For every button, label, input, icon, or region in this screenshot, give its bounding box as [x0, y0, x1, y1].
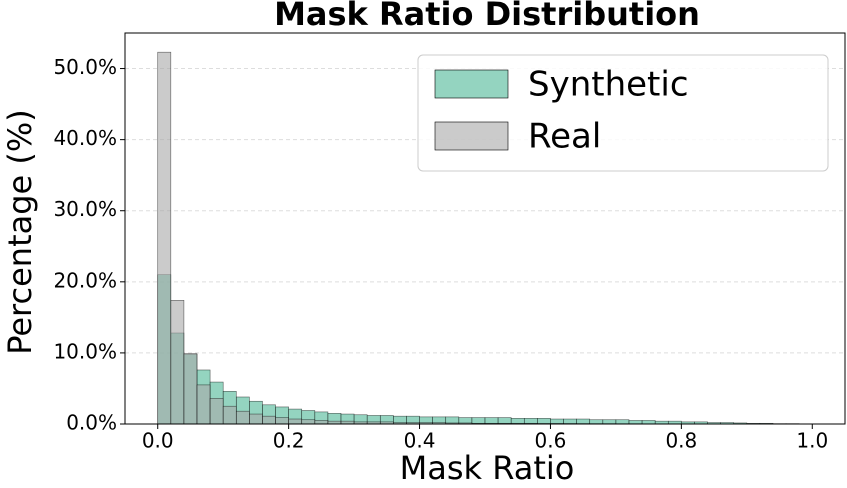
x-tick-label: 0.6: [535, 429, 567, 453]
bar: [196, 384, 211, 425]
y-tick-label: 50.0%: [53, 55, 117, 79]
y-tick-label: 0.0%: [66, 411, 117, 435]
legend-swatch: [434, 121, 509, 151]
bar: [157, 51, 172, 425]
bar: [641, 420, 656, 425]
y-tick-label: 20.0%: [53, 268, 117, 292]
x-tick-label: 0.2: [273, 429, 305, 453]
bar: [222, 405, 237, 425]
legend-swatch: [434, 69, 509, 99]
bar: [183, 353, 198, 425]
y-tick-label: 30.0%: [53, 197, 117, 221]
bar: [235, 410, 250, 425]
bar: [275, 417, 289, 425]
bar: [288, 418, 303, 425]
bar: [301, 419, 316, 425]
bar: [314, 420, 329, 425]
plot-frame: [124, 32, 846, 425]
x-tick-label: 0.0: [142, 429, 174, 453]
y-tick-label: 10.0%: [53, 339, 117, 363]
y-tick-label: 40.0%: [53, 126, 117, 150]
legend-label: Synthetic: [528, 65, 689, 105]
legend-box: [417, 54, 829, 172]
x-tick-label: 0.4: [404, 429, 436, 453]
legend-label: Real: [528, 117, 601, 157]
chart-title: Mask Ratio Distribution: [274, 0, 700, 33]
x-tick-label: 0.8: [665, 429, 697, 453]
bar: [576, 418, 591, 425]
y-axis-label: Percentage (%): [1, 109, 39, 355]
bar: [615, 419, 630, 425]
bar: [262, 415, 276, 425]
bar: [170, 300, 185, 425]
bar: [249, 413, 263, 425]
x-tick-label: 1.0: [796, 429, 828, 453]
x-axis-label: Mask Ratio: [400, 449, 575, 487]
bar: [209, 398, 224, 425]
